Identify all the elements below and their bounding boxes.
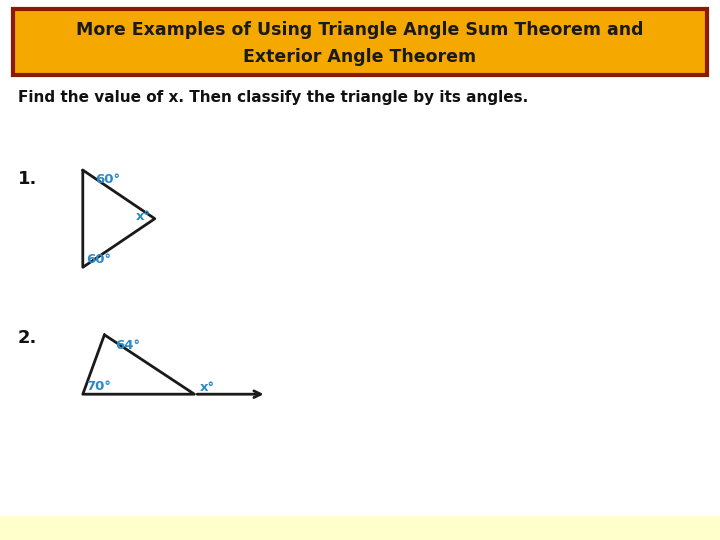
Text: x°: x° [200,381,215,394]
Text: 60°: 60° [95,173,120,186]
Text: 2.: 2. [18,329,37,347]
Text: Exterior Angle Theorem: Exterior Angle Theorem [243,49,477,66]
FancyBboxPatch shape [13,9,707,75]
Text: 64°: 64° [115,339,140,352]
Bar [0,516,720,540]
Text: More Examples of Using Triangle Angle Sum Theorem and: More Examples of Using Triangle Angle Su… [76,21,644,39]
Text: 70°: 70° [86,380,112,393]
Text: Find the value of x. Then classify the triangle by its angles.: Find the value of x. Then classify the t… [18,90,528,105]
Text: 60°: 60° [86,253,111,266]
Text: x°: x° [135,210,150,222]
Text: 1.: 1. [18,170,37,188]
